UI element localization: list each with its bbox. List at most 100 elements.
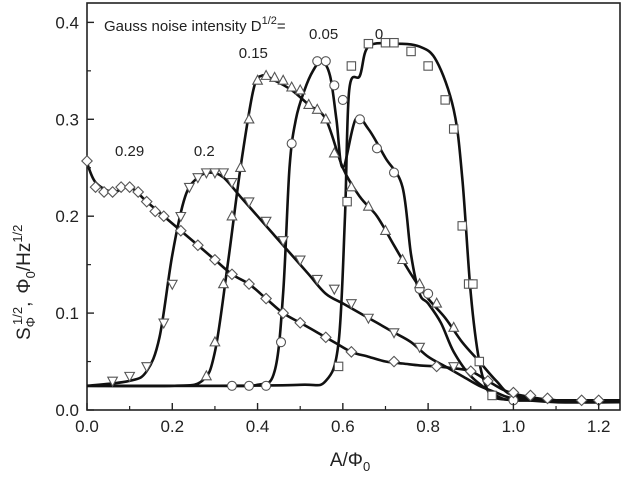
series-1-point-9 (354, 114, 365, 125)
series-1-point-3 (275, 337, 287, 348)
series-1-point-0 (226, 380, 238, 391)
series-2-point-14 (320, 112, 332, 124)
series-4-point-1 (89, 181, 102, 194)
series-2-point-16 (345, 180, 358, 192)
x-tick-label-4: 0.8 (416, 417, 440, 436)
x-tick-label-0: 0.0 (75, 417, 99, 436)
series-4-point-14 (243, 278, 256, 291)
series-3-point-22 (447, 362, 460, 373)
series-3-point-10 (217, 168, 230, 179)
series-3-point-6 (183, 182, 196, 194)
x-tick-label-1: 0.2 (160, 417, 184, 436)
series-2-point-8 (268, 71, 281, 82)
series-markers (81, 37, 605, 407)
series-2-point-17 (362, 200, 375, 211)
series-4-point-4 (115, 181, 128, 194)
series-3-point-17 (328, 284, 341, 296)
series-4-point-20 (388, 355, 400, 368)
series-4-point-18 (319, 331, 332, 344)
series-1-point-7 (329, 80, 340, 91)
series-0-point-10 (457, 221, 467, 231)
series-3-point-3 (158, 318, 170, 330)
series-0-point-8 (440, 95, 450, 105)
series-3-point-8 (200, 168, 213, 179)
y-tick-label-0: 0.0 (55, 401, 79, 420)
series-3-point-13 (260, 216, 272, 228)
series-4-point-3 (106, 185, 119, 198)
series-2-point-22 (447, 321, 460, 332)
series-2-point-0 (200, 369, 213, 381)
series-3-point-19 (362, 313, 375, 325)
series-2-point-11 (294, 83, 306, 95)
x-axis-label: A/Φ0 (330, 450, 370, 474)
series-1-point-13 (423, 288, 434, 299)
x-axis-ticks: 0.0 0.2 0.4 0.6 0.8 1.0 1.2 (75, 403, 611, 436)
series-4-point-16 (277, 307, 290, 320)
series-1-point-5 (312, 56, 323, 67)
series-4-point-21 (430, 360, 443, 373)
series-4-point-23 (481, 374, 494, 387)
series-2-point-10 (285, 80, 298, 92)
series-1-point-11 (388, 167, 400, 178)
series-0-point-1 (342, 196, 352, 207)
series-0-point-2 (346, 61, 357, 71)
plot-frame (86, 2, 621, 411)
series-3-point-9 (209, 168, 221, 179)
series-2-point-1 (209, 335, 221, 347)
series-line-1 (86, 59, 620, 402)
series-3-point-4 (166, 279, 179, 291)
series-4-point-25 (524, 389, 537, 402)
series-4-point-15 (260, 292, 273, 305)
series-3-point-15 (294, 255, 306, 267)
y-tick-label-4: 0.4 (55, 13, 79, 32)
series-3-point-12 (243, 197, 255, 209)
series-4-point-27 (575, 394, 588, 407)
y-axis-ticks: 0.0 0.1 0.2 0.3 0.4 (55, 13, 94, 420)
series-0-point-14 (487, 390, 497, 401)
series-2-point-20 (413, 277, 426, 289)
series-2-point-12 (303, 98, 315, 109)
series-4-point-26 (541, 392, 554, 405)
series-2-point-3 (226, 209, 238, 221)
series-4-point-6 (132, 185, 145, 198)
series-4-point-2 (98, 185, 111, 198)
series-0-point-9 (448, 124, 459, 134)
series-0-point-6 (406, 46, 416, 57)
series-4-point-24 (507, 386, 520, 399)
series-0-point-0 (333, 361, 344, 372)
series-3-point-2 (140, 362, 153, 373)
annotation-0: 0 (375, 26, 383, 43)
series-4-point-12 (208, 253, 221, 266)
series-4-point-22 (464, 365, 477, 378)
series-4-point-0 (81, 154, 93, 167)
series-2-point-13 (311, 103, 323, 114)
x-tick-label-2: 0.4 (246, 417, 270, 436)
series-2-point-6 (251, 74, 264, 85)
series-4-point-11 (191, 239, 204, 252)
series-3-point-7 (192, 173, 204, 184)
x-tick-label-5: 1.0 (502, 417, 526, 436)
series-4-point-9 (157, 210, 170, 223)
y-tick-label-1: 0.1 (55, 304, 79, 323)
series-0-point-12 (468, 279, 478, 289)
x-tick-label-3: 0.6 (331, 417, 355, 436)
series-4-point-5 (123, 181, 136, 194)
series-3-point-1 (123, 371, 136, 383)
series-4-point-7 (140, 195, 153, 208)
series-1-point-1 (243, 380, 255, 391)
series-2-point-18 (379, 224, 392, 235)
series-2-point-7 (260, 69, 272, 80)
series-4-point-19 (345, 345, 358, 358)
series-2-point-9 (277, 74, 289, 85)
series-4-point-8 (149, 205, 162, 218)
series-1-point-8 (337, 94, 348, 105)
series-0-point-7 (423, 61, 433, 71)
series-1-point-4 (286, 138, 297, 149)
series-2-point-15 (328, 146, 341, 158)
series-annotations: 0 0.05 0.15 0.2 0.29 (115, 26, 383, 160)
series-1-point-2 (261, 380, 272, 391)
series-2-point-19 (396, 253, 409, 265)
series-0-point-3 (363, 38, 374, 49)
y-axis-label: SΦ1/2,Φ0/Hz1/2 (10, 225, 38, 340)
